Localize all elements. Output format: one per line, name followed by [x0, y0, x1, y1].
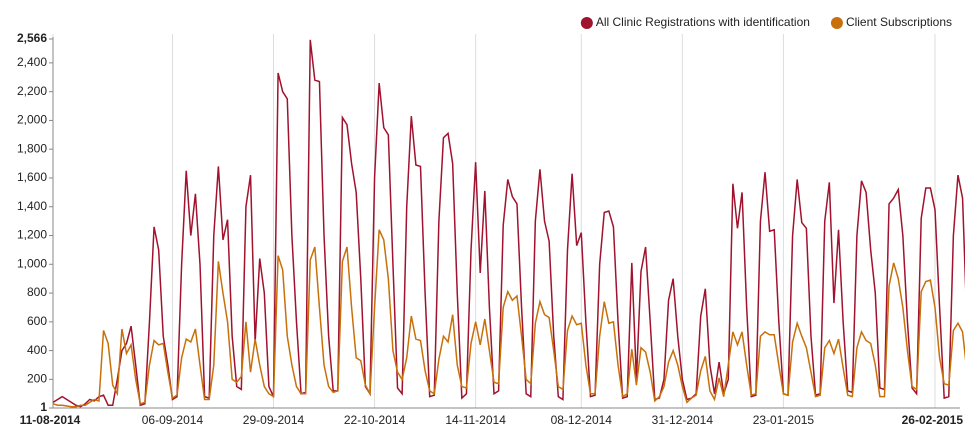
- y-tick-label: 1,000: [17, 256, 47, 270]
- y-tick-label: 2,566: [17, 31, 47, 45]
- legend-label: Client Subscriptions: [846, 15, 952, 29]
- y-tick-label: 1,200: [17, 228, 47, 242]
- x-tick-label: 29-09-2014: [243, 413, 305, 427]
- x-tick-label: 22-10-2014: [344, 413, 406, 427]
- y-tick-label: 1,600: [17, 170, 47, 184]
- legend-marker: [830, 17, 843, 29]
- y-tick-label: 2,000: [17, 113, 47, 127]
- x-tick-label: 31-12-2014: [652, 413, 714, 427]
- x-tick-label: 08-12-2014: [551, 413, 613, 427]
- x-tick-label: 26-02-2015: [902, 413, 964, 427]
- x-tick-label: 14-11-2014: [445, 413, 506, 427]
- y-tick-label: 400: [27, 343, 47, 357]
- y-tick-label: 1: [40, 400, 47, 414]
- y-tick-label: 200: [27, 372, 47, 386]
- legend-marker: [580, 17, 593, 29]
- y-tick-label: 1,400: [17, 199, 47, 213]
- y-tick-label: 2,400: [17, 55, 47, 69]
- x-tick-label: 06-09-2014: [142, 413, 204, 427]
- y-tick-label: 2,200: [17, 84, 47, 98]
- series-line: [52, 229, 965, 408]
- x-tick-label: 11-08-2014: [20, 413, 81, 427]
- y-tick-label: 600: [27, 314, 47, 328]
- y-tick-label: 1,800: [17, 141, 47, 155]
- legend-label: All Clinic Registrations with identifica…: [596, 15, 810, 29]
- y-tick-label: 800: [27, 285, 47, 299]
- series-line: [52, 39, 965, 408]
- x-tick-label: 23-01-2015: [753, 413, 815, 427]
